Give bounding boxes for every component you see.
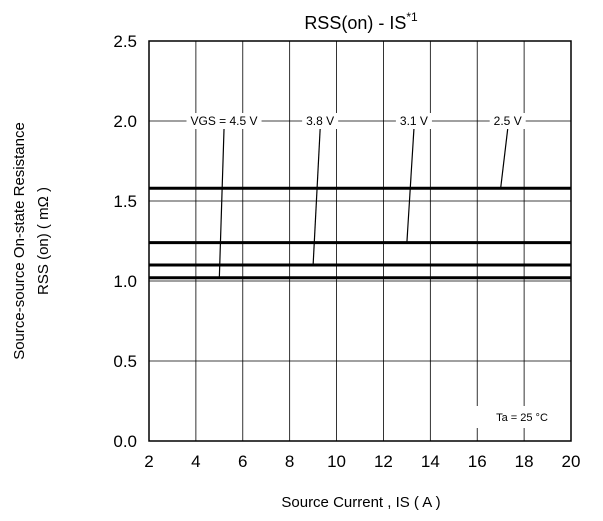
x-tick-label: 4 <box>191 452 200 471</box>
series-label-background <box>395 113 432 129</box>
y-tick-label: 0.0 <box>113 432 137 451</box>
series-label-background <box>489 113 526 129</box>
series-leader-line <box>312 128 321 266</box>
series-leader-line <box>500 128 509 189</box>
x-tick-label: 6 <box>238 452 247 471</box>
y-tick-label: 2.5 <box>113 32 137 51</box>
y-tick-label: 1.5 <box>113 192 137 211</box>
x-tick-label: 16 <box>468 452 487 471</box>
series-label: 3.8 V <box>306 114 334 128</box>
series-lines <box>149 186 571 280</box>
x-tick-label: 2 <box>144 452 153 471</box>
series-label-background <box>186 113 262 129</box>
series-label: 2.5 V <box>494 114 522 128</box>
x-tick-label: 18 <box>515 452 534 471</box>
y-tick-label: 2.0 <box>113 112 137 131</box>
y-axis-label-line1: Source-source On-state Resistance <box>11 122 28 360</box>
chart-title: RSS(on) - IS*1 <box>304 10 418 33</box>
series-label: VGS = 4.5 V <box>190 114 257 128</box>
x-axis-label: Source Current , IS ( A ) <box>281 494 440 511</box>
series-label-background <box>302 113 339 129</box>
series-label: 3.1 V <box>400 114 428 128</box>
y-axis-label-line2: RSS (on) ( mΩ ) <box>35 187 52 295</box>
annotation-box <box>474 406 570 428</box>
y-tick-label: 0.5 <box>113 352 137 371</box>
series-labels: VGS = 4.5 V 3.8 V 3.1 V 2.5 V <box>186 113 526 278</box>
x-tick-label: 8 <box>285 452 294 471</box>
series-leader-line <box>406 128 415 243</box>
temperature-annotation: Ta = 25 °C <box>496 412 548 424</box>
tick-labels: 2 4 6 8 10 12 14 16 18 20 0.0 0.5 1.0 1.5 2.0 2.5 <box>113 32 580 471</box>
x-tick-label: 12 <box>374 452 393 471</box>
x-tick-label: 20 <box>562 452 581 471</box>
y-tick-label: 1.0 <box>113 272 137 291</box>
plot-frame <box>148 40 572 442</box>
grid <box>149 41 571 441</box>
x-tick-label: 10 <box>327 452 346 471</box>
title-superscript: *1 <box>406 10 418 24</box>
x-tick-label: 14 <box>421 452 440 471</box>
series-leader-line <box>218 128 225 278</box>
